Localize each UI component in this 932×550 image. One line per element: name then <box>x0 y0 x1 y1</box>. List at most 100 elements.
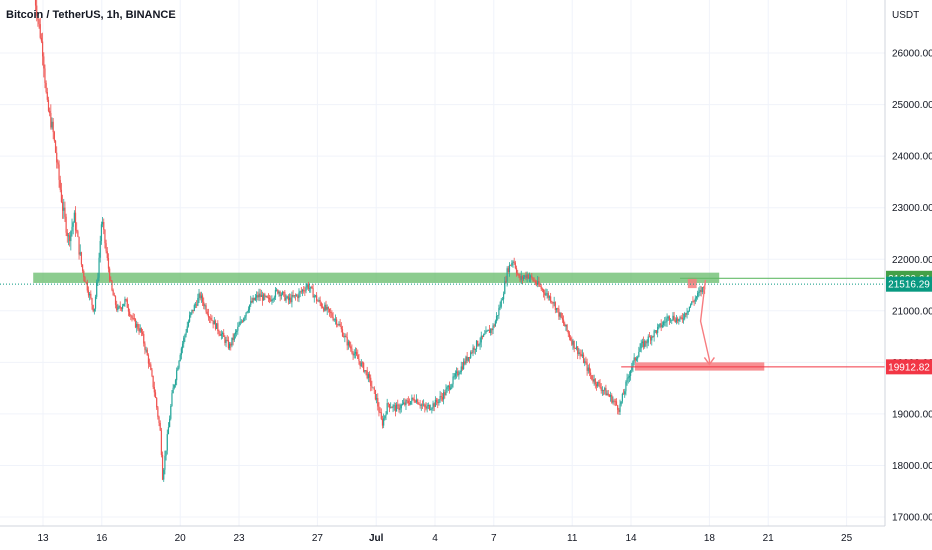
candle-body <box>398 404 400 410</box>
candle-body <box>331 313 333 317</box>
candle-body <box>183 337 185 344</box>
candle-body <box>203 301 205 307</box>
candle-body <box>594 379 596 385</box>
candle-body <box>547 293 549 298</box>
candle-body <box>488 329 491 333</box>
price-axis[interactable]: USDT 17000.0018000.0019000.0020000.00210… <box>884 0 932 526</box>
candle-body <box>571 339 573 345</box>
candle-body <box>241 321 244 323</box>
candle-body <box>513 261 515 263</box>
x-tick-label: Jul <box>369 533 384 544</box>
candle-body <box>524 275 526 278</box>
candle-body <box>602 390 605 391</box>
candle-body <box>415 399 418 403</box>
candle-body <box>87 290 90 296</box>
candle-body <box>621 393 623 402</box>
candle-body <box>167 427 170 435</box>
candle-body <box>353 353 355 356</box>
candle-body <box>319 300 321 304</box>
x-tick-label: 4 <box>432 533 438 544</box>
candle-body <box>141 332 144 335</box>
candle-body <box>530 275 532 278</box>
candle-body <box>446 387 448 390</box>
candle-body <box>606 393 608 396</box>
candle-body <box>169 418 171 428</box>
candle-body <box>341 329 344 337</box>
candle-body <box>511 262 513 266</box>
candle-body <box>66 232 68 237</box>
candle-body <box>528 277 531 279</box>
candle-body <box>448 385 451 390</box>
candle-body <box>166 434 168 451</box>
candle-body <box>260 295 262 297</box>
annotation-zones <box>33 272 765 371</box>
candle-body <box>371 385 373 388</box>
candle-body <box>226 339 228 341</box>
candle-body <box>133 318 135 320</box>
candle-body <box>550 296 552 302</box>
candle-body <box>214 320 217 329</box>
candle-body <box>501 299 504 301</box>
candle-body <box>63 207 65 211</box>
candle-body <box>234 332 237 335</box>
candle-body <box>357 354 359 359</box>
candle-body <box>622 393 625 395</box>
candle-body <box>444 392 446 396</box>
candle-body <box>138 329 140 332</box>
x-tick-label: 14 <box>625 533 637 544</box>
candle-body <box>612 400 614 403</box>
candle-body <box>584 361 586 363</box>
candle-body <box>540 286 542 289</box>
candle-body <box>535 283 538 285</box>
candle-body <box>653 330 655 337</box>
candle-body <box>111 280 113 291</box>
y-tick-label: 21000.00 <box>892 306 932 317</box>
candle-body <box>532 277 534 281</box>
candle-body <box>437 402 439 404</box>
candle-body <box>201 295 204 302</box>
candle-body <box>604 387 606 391</box>
y-tick-label: 22000.00 <box>892 255 932 266</box>
candle-body <box>419 404 421 406</box>
candle-body <box>380 412 382 419</box>
time-axis[interactable]: 13 16 20 23 27 Jul 4 7 11 14 18 21 25 <box>0 525 885 544</box>
candle-body <box>70 231 72 242</box>
candle-body <box>311 286 313 289</box>
candle-body <box>430 409 432 411</box>
candle-body <box>300 291 302 293</box>
candle-body <box>391 407 393 409</box>
candle-body <box>326 307 328 310</box>
candle-body <box>328 308 331 312</box>
candle-body <box>298 292 300 299</box>
candle-body <box>453 376 455 378</box>
candle-body <box>387 403 389 405</box>
candle-body <box>79 252 81 255</box>
candle-body <box>426 406 428 409</box>
candle-body <box>198 293 200 298</box>
x-tick-label: 23 <box>233 533 245 544</box>
candle-body <box>503 293 505 300</box>
candle-body <box>123 303 125 307</box>
candle-body <box>384 415 386 419</box>
candle-body <box>510 264 512 266</box>
candle-body <box>223 332 225 337</box>
candle-body <box>695 296 698 299</box>
candle-body <box>628 375 631 378</box>
candle-body <box>700 289 702 293</box>
candle-body <box>474 348 476 350</box>
candle-body <box>451 384 453 388</box>
candle-body <box>399 408 401 410</box>
candle-body <box>665 321 667 323</box>
candle-body <box>620 401 622 405</box>
candle-body <box>701 287 703 293</box>
y-tick-label: 23000.00 <box>892 203 932 214</box>
candle-body <box>244 316 246 319</box>
candle-body <box>100 224 103 242</box>
candle-body <box>278 291 280 294</box>
candle-body <box>551 301 553 303</box>
candle-body <box>630 370 632 376</box>
candle-body <box>545 293 547 296</box>
projection-arrowhead <box>703 357 715 366</box>
candle-body <box>34 0 37 6</box>
